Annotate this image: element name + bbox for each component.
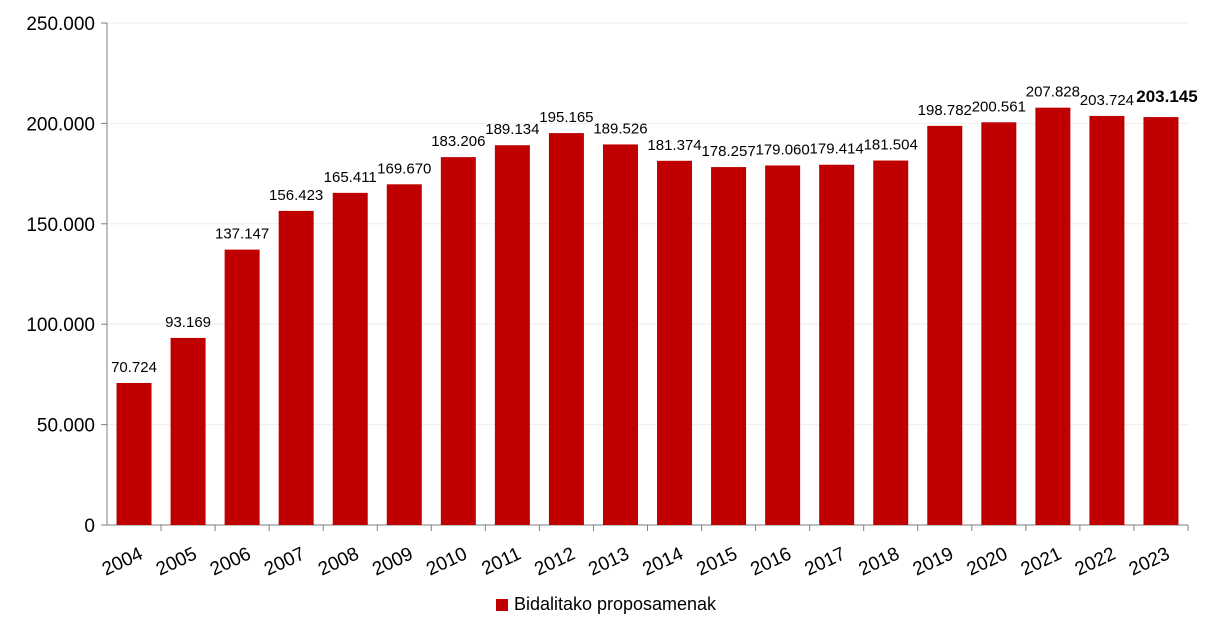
legend-label: Bidalitako proposamenak [513, 594, 717, 614]
data-label: 178.257 [701, 143, 755, 160]
data-label: 169.670 [377, 160, 431, 177]
data-label: 93.169 [165, 314, 211, 331]
data-label: 179.060 [756, 141, 810, 158]
data-label: 195.165 [539, 109, 593, 126]
x-tick-label: 2021 [1018, 543, 1065, 580]
legend-swatch [495, 598, 508, 611]
data-label: 181.504 [864, 137, 918, 154]
bar [873, 160, 909, 525]
x-tick-label: 2011 [479, 543, 525, 579]
data-label: 203.724 [1080, 92, 1134, 109]
bar [440, 157, 476, 525]
bar [278, 210, 314, 525]
x-tick-label: 2008 [315, 543, 362, 580]
y-tick-label: 200.000 [26, 114, 95, 135]
data-label: 165.411 [324, 169, 377, 186]
y-tick-label: 250.000 [26, 14, 95, 35]
data-label: 137.147 [215, 226, 269, 243]
x-tick-label: 2012 [531, 543, 578, 580]
data-label: 183.206 [431, 133, 485, 150]
bar [1035, 107, 1071, 526]
bar [224, 249, 260, 525]
x-tick-label: 2013 [585, 543, 632, 580]
data-label: 200.561 [972, 98, 1026, 115]
bar-chart: 0 50.000 100.000 150.000 200.000 250.000 70.72… [26, 14, 1197, 580]
bar [1089, 115, 1125, 525]
data-label: 70.724 [111, 359, 157, 376]
data-label: 189.526 [593, 120, 647, 137]
x-tick-label: 2010 [423, 543, 470, 580]
bar [1143, 117, 1179, 525]
data-label: 189.134 [485, 121, 539, 138]
x-tick-label: 2017 [802, 543, 849, 580]
x-tick-label: 2018 [856, 543, 903, 580]
bar [657, 160, 693, 525]
data-label: 203.145 [1136, 87, 1197, 106]
bar [765, 165, 801, 526]
x-tick-label: 2015 [693, 543, 740, 580]
bar [711, 167, 747, 525]
data-label: 207.828 [1026, 84, 1080, 101]
x-tick-label: 2009 [369, 543, 416, 580]
bar [170, 337, 206, 525]
x-tick-label: 2007 [261, 543, 308, 580]
bar [548, 133, 584, 525]
x-tick-label: 2004 [99, 543, 147, 580]
y-tick-label: 0 [84, 516, 95, 537]
bar [927, 125, 963, 526]
x-tick-label: 2019 [910, 543, 957, 580]
bar [494, 145, 530, 525]
x-tick-label: 2020 [964, 543, 1011, 580]
data-label: 179.414 [810, 141, 864, 158]
y-tick-label: 150.000 [26, 215, 95, 236]
bar [116, 382, 152, 525]
y-tick-label: 100.000 [26, 315, 95, 336]
x-tick-label: 2014 [639, 543, 687, 580]
x-tick-label: 2022 [1072, 543, 1119, 580]
data-label: 198.782 [918, 102, 972, 119]
data-label: 156.423 [269, 187, 323, 204]
bar [602, 144, 638, 525]
x-tick-label: 2023 [1126, 543, 1173, 580]
legend: Bidalitako proposamenak [0, 594, 1212, 615]
bar [386, 184, 422, 525]
x-tick-label: 2006 [207, 543, 254, 580]
y-tick-label: 50.000 [37, 416, 95, 437]
bar [332, 192, 368, 525]
x-tick-label: 2016 [748, 543, 795, 580]
bar [819, 164, 855, 525]
data-label: 181.374 [647, 137, 701, 154]
x-tick-label: 2005 [153, 543, 200, 580]
bar [981, 122, 1017, 526]
